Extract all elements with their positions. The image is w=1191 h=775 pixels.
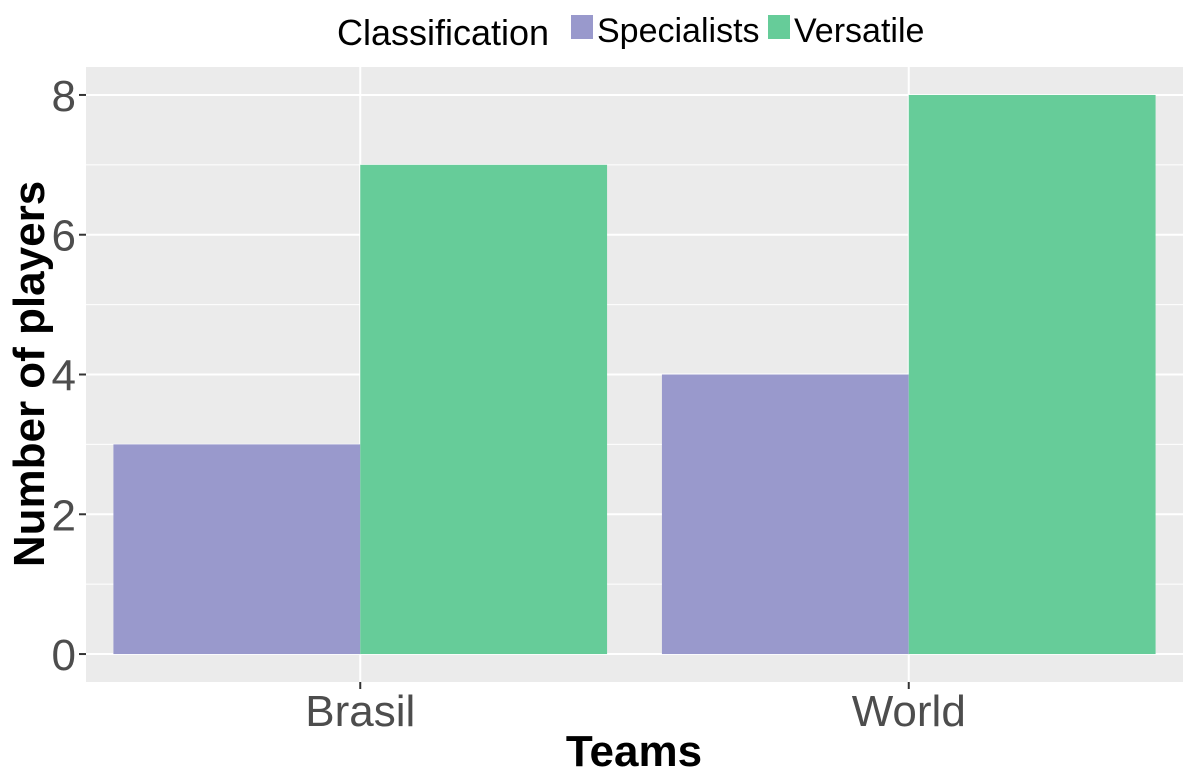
y-tick-label: 6 [52,212,76,261]
legend: Classification Specialists Versatile [337,12,924,53]
legend-label-versatile: Versatile [794,12,924,50]
y-tick-label: 8 [52,72,76,121]
y-tick-label: 4 [52,352,76,401]
legend-label-specialists: Specialists [597,12,760,50]
y-tick-label: 0 [52,631,76,680]
legend-title: Classification [337,12,549,53]
bar-versatile-brasil [360,164,608,655]
y-axis-title: Number of players [5,181,54,567]
x-axis-title: Teams [566,727,702,775]
legend-key-specialists [571,15,593,39]
y-tick-label: 2 [52,491,76,540]
legend-key-versatile [768,15,790,39]
bars [113,94,1156,655]
bar-specialists-brasil [113,444,361,655]
x-tick-label: Brasil [305,687,415,736]
y-axis: 0 2 4 6 8 [52,72,86,680]
x-axis: Brasil World [305,682,966,736]
bar-versatile-world [908,94,1156,655]
bar-specialists-world [661,374,909,655]
x-tick-label: World [852,687,966,736]
